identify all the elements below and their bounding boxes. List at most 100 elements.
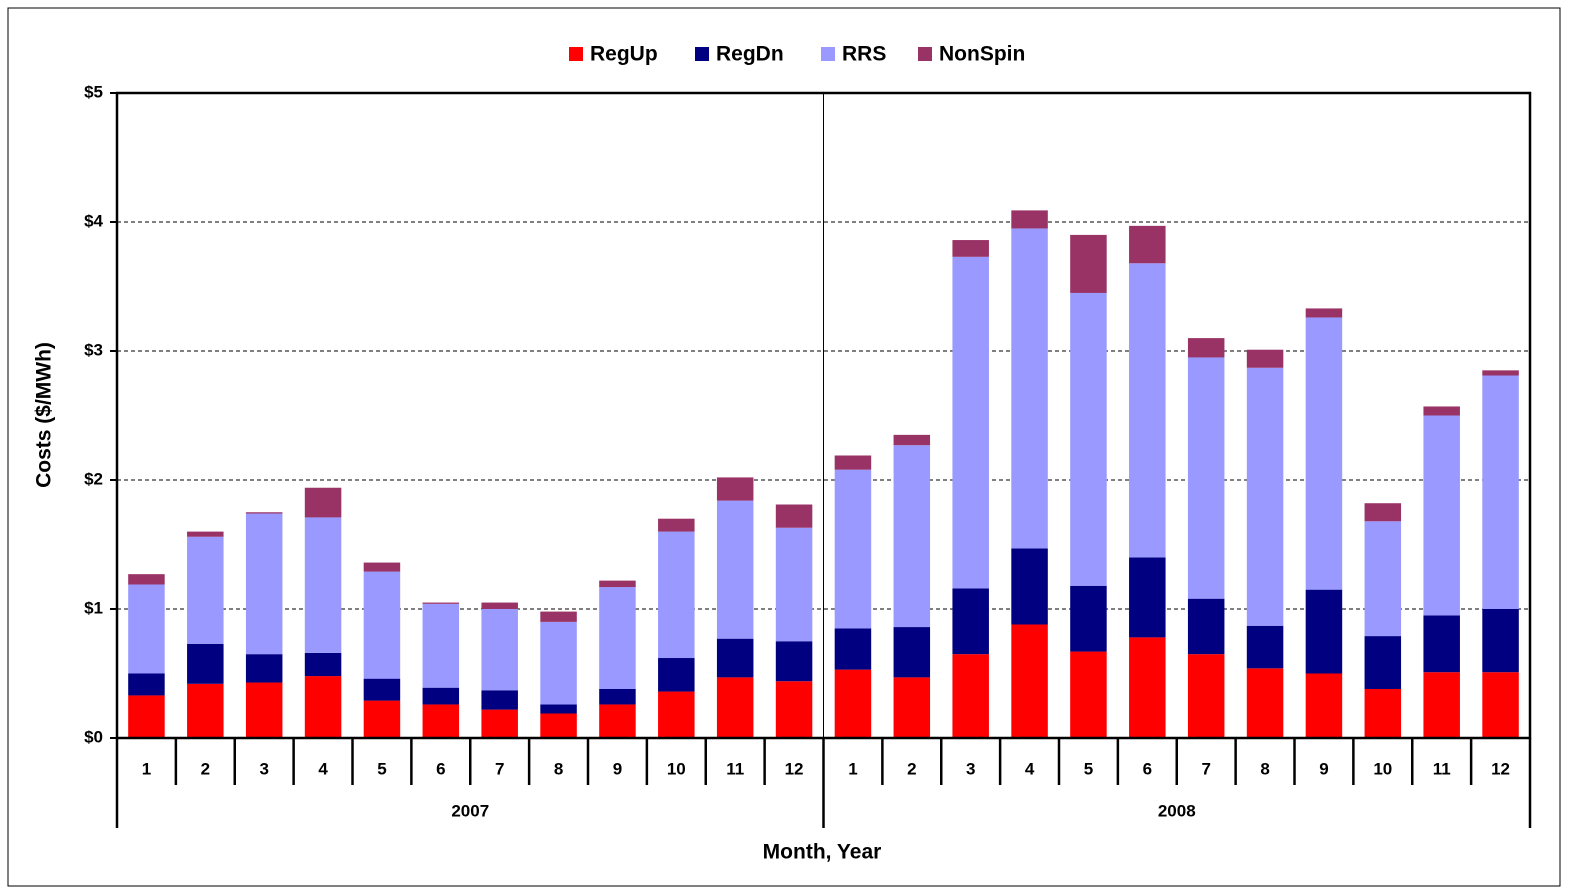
x-tick-label: 3 — [259, 759, 268, 778]
legend-label: RRS — [842, 43, 886, 66]
bar-segment — [775, 681, 813, 738]
x-tick-label: 8 — [1260, 759, 1269, 778]
bar-segment — [1423, 406, 1460, 416]
bar-segment — [363, 700, 401, 738]
bar-segment — [304, 652, 342, 677]
bar-segment — [1423, 672, 1460, 738]
bar-segment — [1364, 521, 1402, 637]
bar-segment — [540, 611, 577, 622]
bar-segment — [1011, 228, 1048, 549]
bar-segment — [1070, 292, 1107, 586]
bar-segment — [481, 602, 518, 609]
x-tick-label: 6 — [436, 759, 445, 778]
bar-segment — [952, 588, 989, 655]
bar-segment — [128, 574, 165, 585]
bar-segment — [1129, 557, 1166, 638]
y-axis-title: Costs ($/MWh) — [33, 342, 56, 488]
x-tick-label: 12 — [1491, 759, 1510, 778]
x-tick-label: 8 — [554, 759, 563, 778]
bar-segment — [1070, 234, 1107, 293]
x-tick-label: 10 — [1373, 759, 1392, 778]
x-tick-label: 2 — [201, 759, 210, 778]
x-tick-label: 6 — [1143, 759, 1152, 778]
bar-segment — [1305, 589, 1343, 674]
bar-segment — [658, 691, 695, 738]
bar-segment — [1364, 636, 1402, 689]
x-tick-label: 10 — [667, 759, 686, 778]
bar-segment — [128, 673, 165, 696]
bar-segment — [1070, 585, 1107, 652]
bar-segment — [599, 704, 636, 738]
y-tick-label: $5 — [84, 82, 103, 101]
bar-segment — [1482, 672, 1519, 738]
legend-label: RegUp — [590, 43, 658, 66]
bar-segment — [1187, 654, 1225, 738]
bar-segment — [481, 609, 518, 691]
bar-segment — [775, 527, 813, 642]
x-tick-label: 3 — [966, 759, 975, 778]
bar-segment — [540, 621, 577, 705]
bar-segment — [363, 562, 401, 572]
x-tick-label: 4 — [318, 759, 328, 778]
x-tick-label: 1 — [142, 759, 151, 778]
bar-segment — [1187, 338, 1225, 358]
bar-segment — [834, 669, 872, 738]
legend-swatch — [821, 47, 835, 61]
bar-segment — [775, 504, 813, 528]
bar-segment — [540, 704, 577, 714]
bar-segment — [422, 704, 460, 738]
bar-segment — [834, 628, 872, 670]
bar-segment — [187, 683, 224, 738]
chart-border — [7, 7, 1561, 887]
bar-segment — [658, 518, 695, 532]
bar-segment — [1129, 225, 1166, 264]
legend-label: RegDn — [716, 43, 784, 66]
bar-segment — [245, 512, 283, 514]
bar-segment — [658, 531, 695, 659]
legend-swatch — [918, 47, 932, 61]
bar-segment — [1070, 651, 1107, 738]
bar-segment — [1011, 548, 1048, 625]
bar-segment — [658, 658, 695, 692]
bar-segment — [834, 469, 872, 629]
bar-segment — [304, 676, 342, 738]
bar-segment — [481, 690, 518, 710]
bar-segment — [1482, 609, 1519, 673]
x-tick-label: 5 — [377, 759, 386, 778]
bar-segment — [1246, 367, 1284, 626]
bar-segment — [952, 654, 989, 738]
bar-segment — [716, 500, 754, 639]
y-tick-label: $1 — [84, 598, 103, 617]
bar-segment — [1423, 615, 1460, 673]
bar-segment — [893, 677, 931, 738]
bar-segment — [363, 678, 401, 701]
bar-segment — [716, 477, 754, 501]
bar-segment — [1364, 688, 1402, 738]
bar-segment — [128, 695, 165, 738]
x-tick-label: 11 — [726, 759, 744, 778]
bar-segment — [422, 602, 460, 604]
bar-segment — [952, 256, 989, 589]
x-tick-label: 9 — [613, 759, 622, 778]
bar-segment — [599, 688, 636, 705]
bar-segment — [1011, 624, 1048, 738]
bar-segment — [304, 487, 342, 518]
bar-segment — [128, 584, 165, 674]
bar-segment — [1011, 210, 1048, 229]
bar-segment — [540, 713, 577, 738]
x-tick-label: 9 — [1319, 759, 1328, 778]
y-tick-label: $2 — [84, 469, 103, 488]
bar-segment — [304, 517, 342, 653]
bar-segment — [834, 455, 872, 470]
bar-segment — [187, 536, 224, 644]
bar-segment — [245, 513, 283, 655]
bar-segment — [245, 682, 283, 738]
bar-segment — [1246, 349, 1284, 368]
legend-label: NonSpin — [939, 43, 1025, 66]
bar-segment — [952, 240, 989, 257]
bar-segment — [716, 677, 754, 738]
group-label: 2008 — [1158, 801, 1196, 820]
bar-segment — [716, 638, 754, 678]
bar-segment — [1129, 637, 1166, 738]
bar-segment — [1423, 415, 1460, 616]
